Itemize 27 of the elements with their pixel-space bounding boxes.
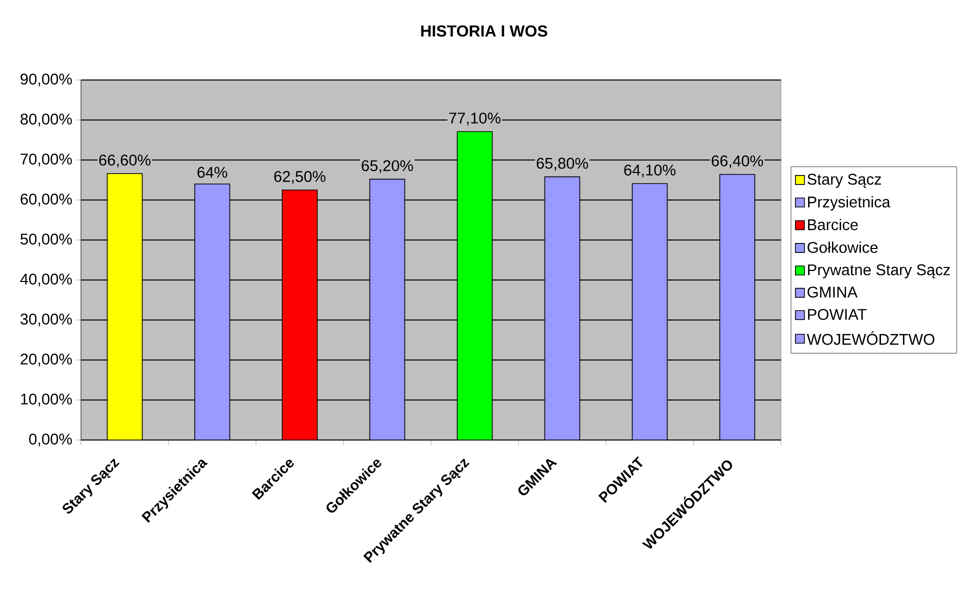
data-label: 64,10%: [624, 164, 676, 178]
chart-title: HISTORIA I WOS: [421, 25, 548, 37]
legend-label: Gołkowice: [808, 242, 878, 253]
y-tick-label: 70,00%: [20, 154, 72, 166]
y-tick-label: 10,00%: [21, 394, 72, 406]
legend-label: Stary Sącz: [808, 174, 881, 188]
y-tick-label: 20,00%: [20, 354, 72, 366]
legend-label: Prywatne Stary Sącz: [808, 264, 950, 278]
legend-label: Barcice: [808, 218, 858, 230]
legend-label: WOJEWÓDZTWO: [806, 331, 934, 345]
y-tick-label: 90,00%: [20, 74, 72, 86]
y-tick-label: 0,00%: [29, 434, 72, 446]
y-tick-label: 30,00%: [20, 314, 72, 326]
data-label: 66,60%: [99, 154, 150, 168]
data-label: 66,40%: [712, 155, 763, 168]
legend-label: GMINA: [808, 286, 858, 298]
data-label: 64%: [198, 166, 228, 178]
data-label: 62,50%: [274, 171, 326, 184]
legend-label: Przysietnica: [808, 196, 890, 211]
data-label: 65,20%: [362, 160, 413, 173]
data-label: 65,80%: [536, 158, 588, 171]
legend-label: POWIAT: [808, 308, 866, 320]
y-tick-label: 50,00%: [20, 234, 72, 246]
y-tick-label: 80,00%: [20, 114, 72, 126]
data-label: 77,10%: [449, 112, 500, 126]
y-tick-label: 60,00%: [20, 194, 72, 206]
y-tick-label: 40,00%: [20, 274, 72, 286]
